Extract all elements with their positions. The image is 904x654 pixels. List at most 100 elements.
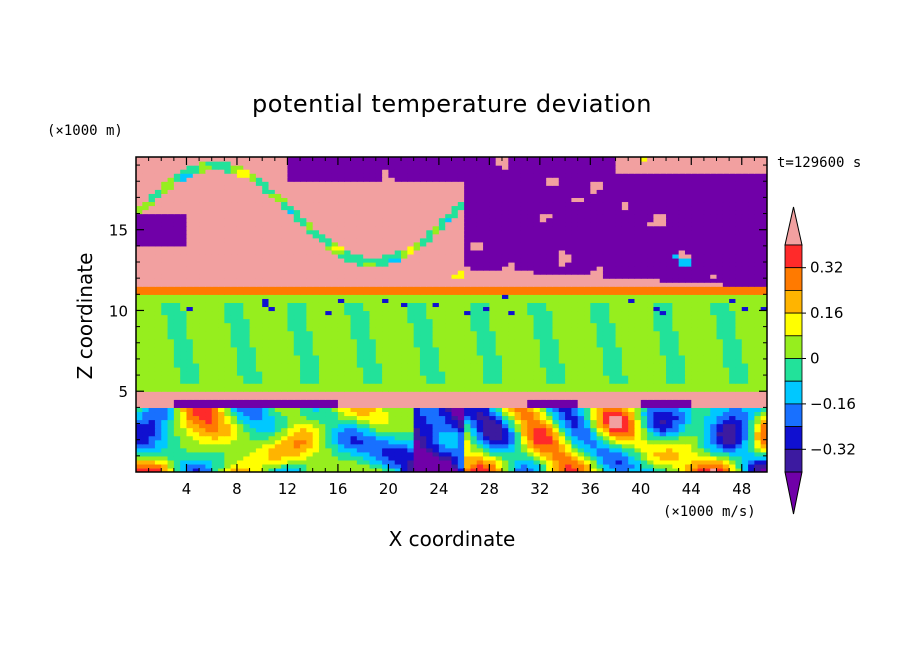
heatmap-cell: [520, 310, 528, 316]
heatmap-cell: [388, 451, 396, 457]
heatmap-cell: [154, 362, 162, 368]
heatmap-cell: [363, 282, 371, 287]
heatmap-cell: [508, 379, 516, 384]
heatmap-cell: [388, 443, 396, 449]
heatmap-cell: [331, 318, 339, 324]
heatmap-cell: [382, 346, 389, 352]
heatmap-cell: [735, 407, 743, 413]
heatmap-cell: [697, 447, 705, 453]
heatmap-cell: [476, 379, 484, 384]
heatmap-cell: [363, 375, 371, 380]
heatmap-cell: [577, 399, 585, 404]
heatmap-cell: [199, 415, 207, 421]
heatmap-cell: [501, 427, 509, 433]
heatmap-cell: [716, 387, 724, 392]
heatmap-cell: [691, 350, 699, 356]
heatmap-cell: [363, 350, 371, 356]
heatmap-cell: [565, 302, 572, 308]
heatmap-cell: [615, 310, 623, 316]
heatmap-cell: [180, 294, 188, 299]
heatmap-cell: [438, 407, 446, 413]
heatmap-cell: [306, 290, 314, 295]
heatmap-cell: [678, 270, 686, 275]
heatmap-cell: [192, 342, 200, 348]
heatmap-cell: [218, 302, 225, 308]
heatmap-cell: [533, 346, 541, 352]
heatmap-cell: [407, 302, 415, 308]
heatmap-cell: [716, 391, 724, 396]
heatmap-cell: [211, 306, 219, 312]
heatmap-cell: [501, 391, 509, 396]
heatmap-cell: [710, 415, 718, 421]
heatmap-cell: [148, 310, 156, 316]
heatmap-cell: [438, 367, 446, 372]
heatmap-cell: [533, 302, 541, 308]
heatmap-cell: [621, 451, 629, 457]
heatmap-cell: [401, 407, 408, 413]
heatmap-cell: [653, 302, 661, 308]
heatmap-cell: [445, 350, 453, 356]
heatmap-cell: [167, 407, 175, 413]
heatmap-cell: [691, 379, 699, 384]
heatmap-cell: [571, 358, 579, 364]
heatmap-cell: [476, 330, 484, 336]
heatmap-cell: [546, 298, 554, 303]
heatmap-cell: [684, 367, 692, 372]
heatmap-cell: [716, 306, 724, 312]
heatmap-cell: [318, 342, 326, 348]
heatmap-cell: [173, 375, 181, 380]
heatmap-cell: [483, 399, 490, 404]
heatmap-cell: [483, 407, 490, 413]
heatmap-cell: [249, 298, 257, 303]
heatmap-cell: [186, 371, 194, 376]
heatmap-cell: [356, 427, 364, 433]
heatmap-cell: [382, 399, 389, 404]
heatmap-cell: [508, 435, 516, 441]
heatmap-cell: [716, 314, 724, 320]
heatmap-cell: [520, 403, 528, 408]
heatmap-cell: [236, 286, 244, 291]
heatmap-cell: [483, 443, 490, 449]
heatmap-cell: [363, 411, 371, 417]
heatmap-cell: [571, 387, 579, 392]
heatmap-cell: [394, 298, 402, 303]
heatmap-cell: [495, 451, 503, 457]
heatmap-cell: [192, 459, 200, 465]
heatmap-cell: [274, 459, 282, 465]
heatmap-cell: [514, 330, 522, 336]
heatmap-cell: [407, 375, 415, 380]
heatmap-cell: [489, 419, 497, 425]
heatmap-cell: [697, 439, 705, 445]
heatmap-cell: [558, 362, 566, 368]
heatmap-cell: [325, 367, 333, 372]
heatmap-cell: [684, 435, 692, 441]
heatmap-cell: [331, 407, 339, 413]
heatmap-cell: [577, 286, 585, 291]
heatmap-cell: [249, 375, 257, 380]
heatmap-cell: [552, 427, 560, 433]
heatmap-cell: [464, 350, 472, 356]
heatmap-cell: [546, 395, 554, 400]
heatmap-cell: [520, 282, 528, 287]
heatmap-cell: [173, 318, 181, 324]
heatmap-cell: [218, 419, 225, 425]
heatmap-cell: [584, 290, 591, 295]
heatmap-cell: [243, 274, 251, 279]
heatmap-cell: [369, 346, 377, 352]
heatmap-cell: [577, 334, 585, 340]
heatmap-cell: [432, 419, 440, 425]
heatmap-cell: [615, 362, 623, 368]
heatmap-cell: [754, 427, 762, 433]
heatmap-cell: [577, 407, 585, 413]
heatmap-cell: [520, 407, 528, 413]
heatmap-cell: [224, 371, 232, 376]
heatmap-cell: [337, 358, 345, 364]
heatmap-cell: [394, 354, 402, 360]
heatmap-cell: [697, 310, 705, 316]
heatmap-cell: [628, 330, 636, 336]
heatmap-cell: [533, 342, 541, 348]
heatmap-cell: [703, 395, 711, 400]
heatmap-cell: [249, 334, 257, 340]
heatmap-cell: [483, 451, 490, 457]
heatmap-cell: [300, 407, 307, 413]
